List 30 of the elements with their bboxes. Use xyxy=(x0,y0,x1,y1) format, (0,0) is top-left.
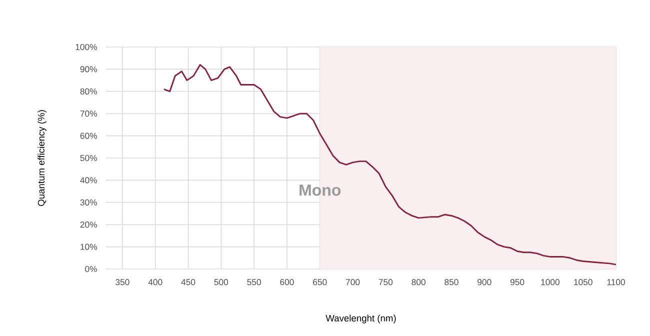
x-tick-label: 600 xyxy=(280,279,294,286)
y-tick-label: 100% xyxy=(76,44,97,50)
x-tick-label: 950 xyxy=(510,279,524,286)
y-tick-label: 0% xyxy=(85,266,97,272)
x-tick-label: 550 xyxy=(247,279,261,286)
y-tick-label: 90% xyxy=(80,66,97,72)
x-tick-label: 850 xyxy=(444,279,458,286)
x-tick-label: 350 xyxy=(116,279,130,286)
x-tick-label: 400 xyxy=(148,279,162,286)
x-tick-label: 1100 xyxy=(607,279,625,286)
y-tick-label: 70% xyxy=(80,110,97,117)
x-tick-label: 1050 xyxy=(574,279,592,286)
y-tick-label: 80% xyxy=(80,88,97,94)
x-tick-label: 1000 xyxy=(541,279,560,286)
x-tick-label: 800 xyxy=(412,279,426,286)
y-tick-label: 30% xyxy=(80,199,97,206)
y-tick-label: 40% xyxy=(80,177,97,184)
x-axis-title: Wavelenght (nm) xyxy=(326,314,396,324)
y-tick-label: 50% xyxy=(80,154,97,162)
x-tick-label: 450 xyxy=(181,279,196,286)
y-axis-title: Quantum efficiency (%) xyxy=(38,110,46,206)
x-tick-label: 750 xyxy=(378,279,393,286)
x-tick-label: 900 xyxy=(478,279,492,286)
x-tick-label: 500 xyxy=(214,279,228,286)
y-tick-label: 10% xyxy=(80,244,97,250)
x-tick-label: 650 xyxy=(313,279,327,286)
y-tick-label: 60% xyxy=(80,132,97,139)
y-tick-label: 20% xyxy=(80,222,97,228)
x-tick-label: 700 xyxy=(346,279,360,286)
band-label: Mono xyxy=(300,184,341,196)
